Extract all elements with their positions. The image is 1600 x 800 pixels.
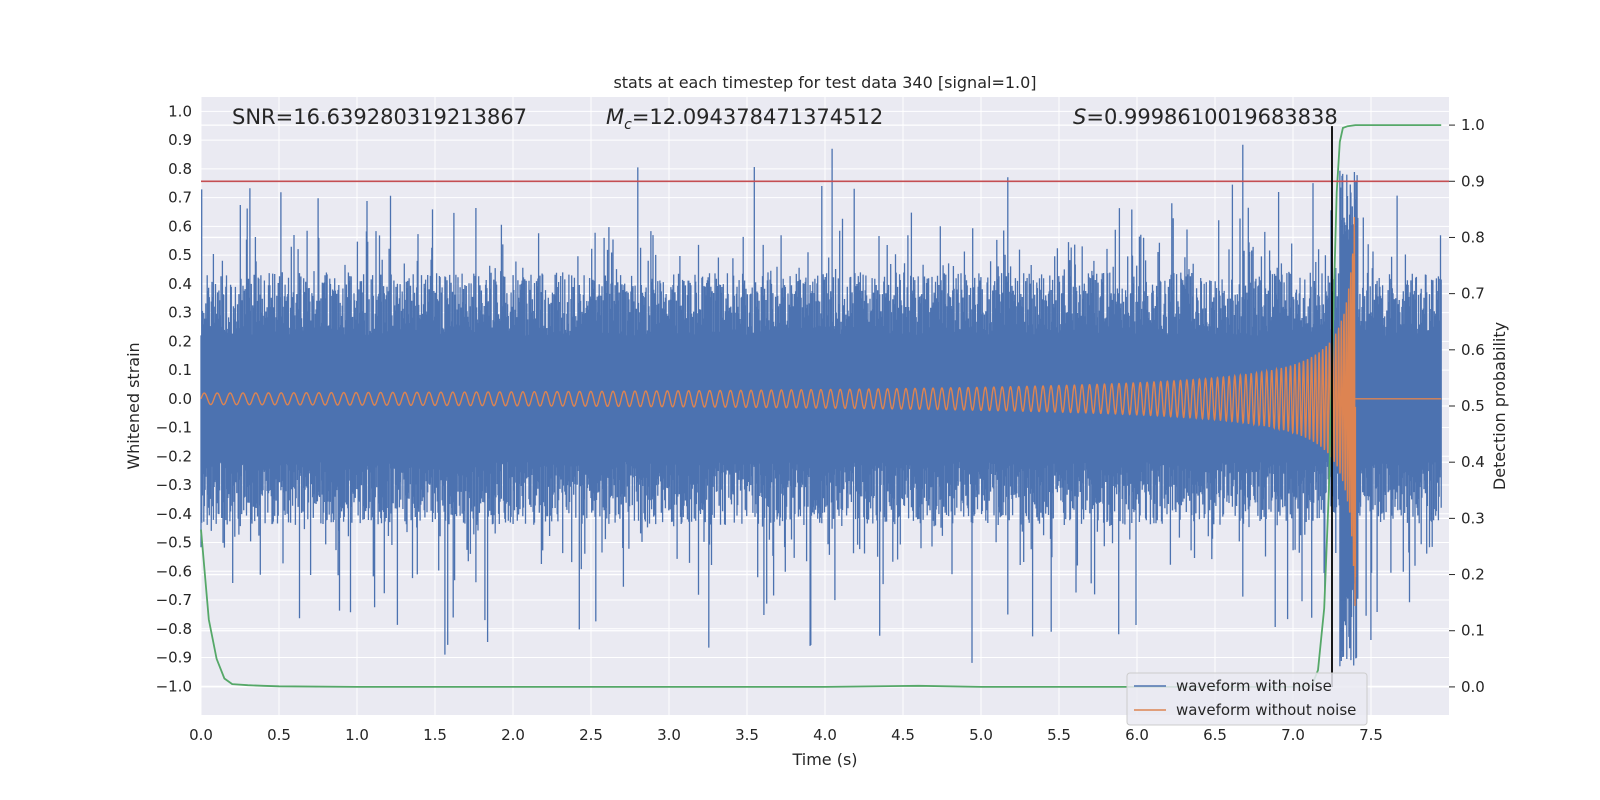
y-tick-label: 1.0 bbox=[168, 102, 192, 120]
y-right-tick-label: 0.4 bbox=[1461, 453, 1485, 471]
y-tick-label: −0.8 bbox=[156, 620, 192, 638]
series-detection-probability bbox=[200, 124, 1442, 688]
x-tick-label: 1.5 bbox=[423, 726, 447, 744]
series-waveform-without-noise bbox=[200, 217, 1442, 606]
y-right-tick-label: 0.9 bbox=[1461, 172, 1485, 190]
y-right-tick-label: 0.0 bbox=[1461, 678, 1485, 696]
y-right-axis-ticks: 0.0 0.1 0.2 0.3 0.4 0.5 0.6 0.7 0.8 0.9 1.0 bbox=[1449, 116, 1485, 696]
y-axis-ticks: −1.0 −0.9 −0.8 −0.7 −0.6 −0.5 −0.4 −0.3 −0.2 −0.1… bbox=[156, 102, 192, 695]
legend-label-noise: waveform with noise bbox=[1176, 677, 1332, 695]
y-tick-label: −0.5 bbox=[156, 534, 192, 552]
x-tick-label: 2.5 bbox=[579, 726, 603, 744]
chirp-mass-value: =12.094378471374512 bbox=[632, 105, 883, 129]
y-tick-label: −1.0 bbox=[156, 677, 192, 695]
x-tick-label: 6.5 bbox=[1203, 726, 1227, 744]
significance-label: S bbox=[1073, 105, 1086, 129]
x-tick-label: 7.0 bbox=[1281, 726, 1305, 744]
y-tick-label: −0.1 bbox=[156, 419, 192, 437]
y-tick-label: 0.7 bbox=[168, 189, 192, 207]
y-right-tick-label: 0.7 bbox=[1461, 285, 1485, 303]
x-tick-label: 0.0 bbox=[189, 726, 213, 744]
x-tick-label: 6.0 bbox=[1125, 726, 1149, 744]
y-tick-label: −0.9 bbox=[156, 649, 192, 667]
detection-probability-line bbox=[200, 124, 1442, 688]
snr-annotation: SNR=16.639280319213867 bbox=[232, 105, 527, 129]
y-tick-label: 0.5 bbox=[168, 246, 192, 264]
y-right-tick-label: 0.5 bbox=[1461, 397, 1485, 415]
y-tick-label: 0.1 bbox=[168, 361, 192, 379]
chirp-mass-annotation: Mc=12.094378471374512 bbox=[606, 105, 883, 133]
legend-box bbox=[1126, 672, 1368, 726]
y-right-tick-label: 0.8 bbox=[1461, 228, 1485, 246]
y-right-tick-label: 0.3 bbox=[1461, 509, 1485, 527]
x-tick-label: 3.0 bbox=[657, 726, 681, 744]
y-tick-label: −0.4 bbox=[156, 505, 192, 523]
y-tick-label: 0.3 bbox=[168, 304, 192, 322]
y-tick-label: −0.2 bbox=[156, 447, 192, 465]
chirp-mass-label: M bbox=[606, 105, 624, 129]
y-tick-label: −0.3 bbox=[156, 476, 192, 494]
legend: waveform with noise waveform without noi… bbox=[1126, 672, 1368, 726]
clean-waveform-trace bbox=[200, 217, 1442, 606]
x-tick-label: 7.5 bbox=[1359, 726, 1383, 744]
chirp-mass-subscript: c bbox=[624, 117, 632, 133]
y-tick-label: 0.9 bbox=[168, 131, 192, 149]
y-tick-label: 0.2 bbox=[168, 332, 192, 350]
y-tick-label: 0.4 bbox=[168, 275, 192, 293]
x-axis-label: Time (s) bbox=[791, 750, 857, 769]
x-tick-label: 0.5 bbox=[267, 726, 291, 744]
chart-title: stats at each timestep for test data 340… bbox=[613, 73, 1036, 92]
y-tick-label: 0.8 bbox=[168, 160, 192, 178]
y-right-tick-label: 1.0 bbox=[1461, 116, 1485, 134]
y-tick-label: 0.0 bbox=[168, 390, 192, 408]
y-axis-label: Whitened strain bbox=[124, 342, 143, 469]
y-tick-label: −0.7 bbox=[156, 591, 192, 609]
snr-annotation-value: =16.639280319213867 bbox=[276, 105, 527, 129]
y-right-tick-label: 0.1 bbox=[1461, 622, 1485, 640]
overlay-lines bbox=[201, 126, 1449, 687]
x-tick-label: 2.0 bbox=[501, 726, 525, 744]
y-tick-label: 0.6 bbox=[168, 217, 192, 235]
x-tick-label: 3.5 bbox=[735, 726, 759, 744]
significance-annotation: S=0.9998610019683838 bbox=[1073, 105, 1338, 129]
x-tick-label: 4.5 bbox=[891, 726, 915, 744]
y-tick-label: −0.6 bbox=[156, 562, 192, 580]
y-right-tick-label: 0.2 bbox=[1461, 566, 1485, 584]
x-tick-label: 5.5 bbox=[1047, 726, 1071, 744]
x-tick-label: 4.0 bbox=[813, 726, 837, 744]
x-axis-ticks: 0.0 0.5 1.0 1.5 2.0 2.5 3.0 3.5 4.0 4.5 5.0 5.5 6.0 6… bbox=[189, 726, 1383, 744]
x-tick-label: 1.0 bbox=[345, 726, 369, 744]
y-right-axis-label: Detection probability bbox=[1490, 322, 1509, 490]
y-right-tick-label: 0.6 bbox=[1461, 341, 1485, 359]
snr-annotation-label: SNR bbox=[232, 105, 276, 129]
legend-label-clean: waveform without noise bbox=[1176, 701, 1356, 719]
significance-value: =0.9998610019683838 bbox=[1086, 105, 1337, 129]
x-tick-label: 5.0 bbox=[969, 726, 993, 744]
